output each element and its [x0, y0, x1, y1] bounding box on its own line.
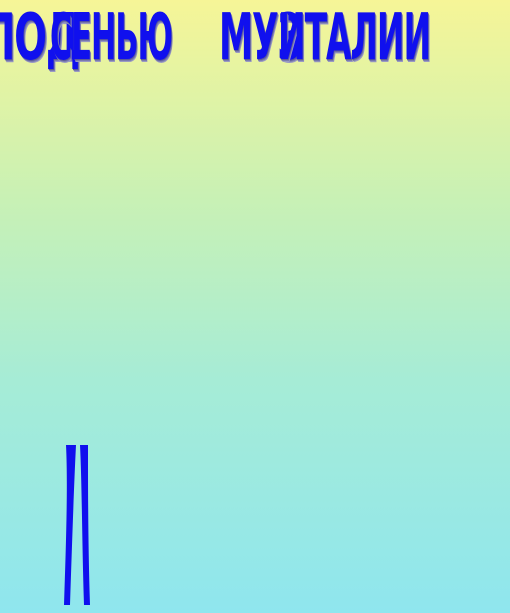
title-word-4-text: ИТАЛИИ — [278, 1, 431, 75]
title-word-4: ИТАЛИИ — [278, 6, 502, 476]
title-word-2-text: СЕНЬЮ — [49, 1, 173, 75]
letter-descender-decoration — [62, 445, 92, 607]
title-word-3: МУЗ — [219, 6, 336, 476]
title-word-2: СЕНЬЮ — [50, 6, 240, 476]
title-word-3-text: МУЗ — [218, 1, 302, 75]
title-word-1-text: ПОД — [0, 1, 80, 75]
descender-shape — [64, 445, 90, 605]
title-word-1: ПОД — [0, 6, 110, 476]
